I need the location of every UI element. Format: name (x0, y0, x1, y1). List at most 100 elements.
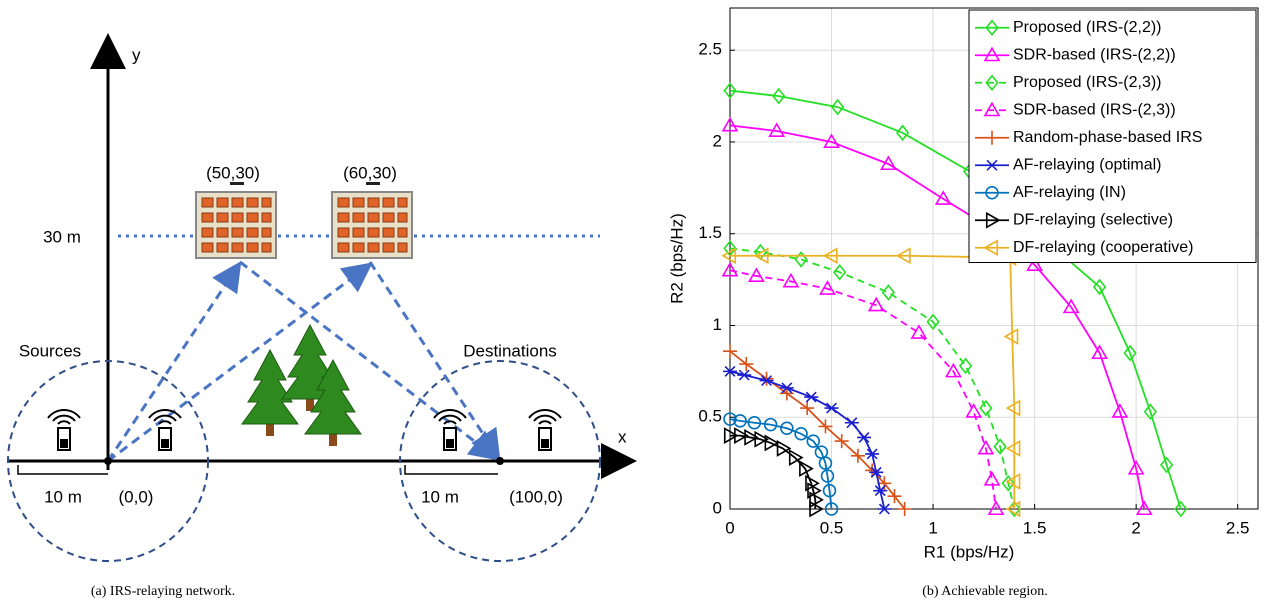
marker (867, 296, 885, 312)
link (239, 260, 500, 461)
marker (873, 485, 888, 497)
y-tick-label: 1.5 (698, 223, 722, 242)
origin-point (104, 457, 112, 465)
marker (734, 427, 749, 444)
marker (857, 431, 872, 443)
marker (776, 440, 792, 457)
marker (945, 362, 962, 378)
series (721, 261, 1005, 516)
marker (754, 430, 770, 448)
marker (1174, 500, 1188, 518)
marker (1127, 460, 1145, 475)
legend-marker (983, 101, 1001, 117)
x-tick-label: 1.5 (1023, 518, 1047, 537)
marker (1001, 475, 1015, 492)
source-area (7, 360, 209, 562)
marker (896, 247, 911, 265)
marker (759, 375, 774, 387)
link (106, 261, 242, 462)
marker (1159, 456, 1174, 474)
marker (804, 391, 819, 403)
irs-label: (60,30) (343, 163, 397, 182)
y-axis-label: R2 (bps/Hz) (667, 213, 686, 304)
x-tick-label: 0 (725, 518, 734, 537)
chart: 0 0.5 1 1.5 2 2.5 0 0.5 1 1.5 2 2.5 R1 (bps/Hz) R2 (b… (667, 7, 1259, 561)
marker (794, 251, 808, 268)
marker (993, 438, 1007, 455)
marker (747, 415, 762, 430)
marker (983, 471, 1001, 486)
destination-area (399, 360, 601, 562)
marker (763, 417, 778, 432)
marker (965, 403, 983, 418)
legend-label: SDR-based (IRS-(2,3)) (1013, 101, 1176, 118)
axis-label: y (132, 45, 141, 64)
legend-label: AF-relaying (optimal) (1013, 156, 1161, 173)
marker (723, 82, 737, 99)
marker (977, 439, 995, 455)
series-line (729, 418, 833, 510)
legend-marker (985, 211, 1001, 229)
marker (897, 502, 912, 516)
marker (818, 456, 833, 470)
legend-box (968, 9, 1257, 263)
marker (850, 448, 865, 463)
diagram: y x 30 m (50,30) (60,30) Sources Destina… (7, 33, 637, 562)
caption: (a) IRS-relaying network. (91, 584, 235, 599)
group-label: Sources (19, 341, 81, 360)
span-label: 10 m (44, 487, 82, 506)
marker (979, 399, 993, 417)
span-bracket (17, 465, 498, 475)
legend-label: SDR-based (IRS-(2,2)) (1013, 46, 1176, 63)
marker (934, 190, 952, 205)
marker (895, 124, 910, 142)
marker (723, 344, 737, 359)
legend-marker (985, 186, 999, 200)
marker (1005, 473, 1021, 490)
marker (818, 419, 833, 434)
marker (721, 116, 739, 132)
marker (799, 460, 814, 478)
marker (723, 427, 739, 444)
marker (869, 466, 884, 478)
marker (809, 500, 824, 518)
marker (877, 503, 892, 515)
series-line (730, 254, 1016, 509)
marker (822, 247, 838, 265)
marker (780, 421, 794, 436)
y-tick-label: 0 (713, 498, 722, 517)
marker (823, 133, 840, 149)
marker (788, 449, 804, 466)
marker (881, 284, 896, 301)
caption: (b) Achievable region. (922, 584, 1048, 599)
marker (764, 434, 780, 452)
legend-marker (985, 74, 999, 92)
point-label: (100,0) (509, 487, 563, 506)
marker (958, 357, 973, 375)
marker (822, 483, 837, 498)
marker (1005, 399, 1021, 417)
marker (721, 261, 739, 277)
series-line (729, 370, 886, 510)
marker (721, 247, 737, 265)
x-tick-label: 1 (928, 518, 937, 537)
x-tick-label: 2.5 (1226, 518, 1250, 537)
legend-marker (985, 159, 999, 171)
phone (148, 409, 182, 451)
series (723, 365, 892, 515)
marker (819, 280, 836, 295)
legend: Proposed (IRS-(2,2)) SDR-based (IRS-(2,2)… (968, 9, 1257, 263)
marker (807, 482, 822, 500)
marker (865, 448, 880, 460)
legend-marker (985, 19, 999, 37)
y-tick-label: 1 (713, 315, 722, 334)
marker (1091, 344, 1108, 360)
marker (809, 491, 824, 509)
marker (733, 414, 747, 428)
marker (782, 272, 800, 288)
marker (877, 476, 892, 491)
marker (723, 365, 737, 377)
marker (865, 463, 880, 478)
legend-label: Random-phase-based IRS (1013, 129, 1202, 146)
series-line (729, 247, 1016, 510)
